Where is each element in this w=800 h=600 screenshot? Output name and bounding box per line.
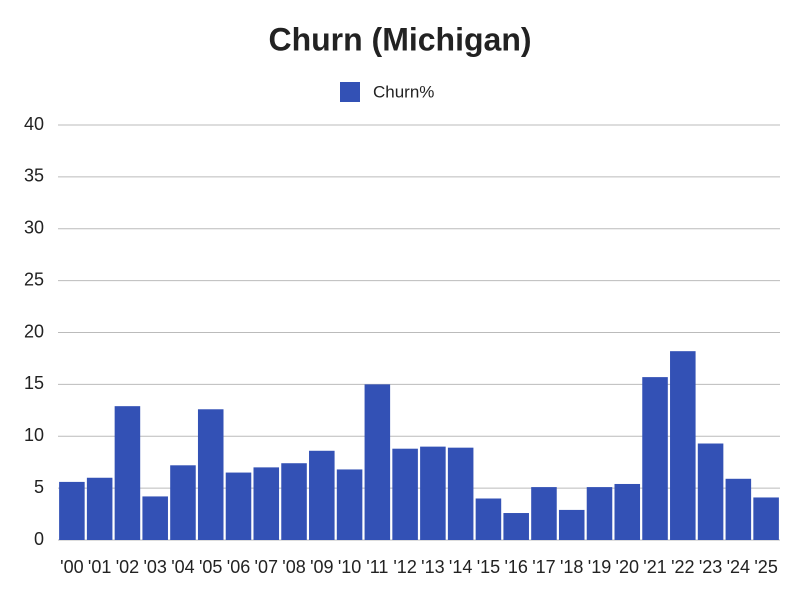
bar bbox=[114, 406, 141, 540]
y-tick-label: 25 bbox=[24, 269, 44, 289]
bar bbox=[392, 448, 418, 540]
x-tick-label: '20 bbox=[616, 557, 639, 577]
bar bbox=[420, 446, 446, 540]
x-tick-label: '24 bbox=[727, 557, 750, 577]
bar bbox=[281, 463, 307, 540]
bar bbox=[614, 483, 641, 540]
bar bbox=[170, 465, 196, 540]
bar bbox=[475, 498, 502, 540]
x-tick-label: '13 bbox=[421, 557, 444, 577]
x-tick-label: '25 bbox=[754, 557, 777, 577]
x-tick-label: '08 bbox=[282, 557, 305, 577]
x-tick-label: '06 bbox=[227, 557, 250, 577]
x-tick-label: '15 bbox=[477, 557, 500, 577]
y-tick-label: 10 bbox=[24, 425, 44, 445]
bar bbox=[753, 497, 779, 540]
bar bbox=[503, 513, 529, 540]
y-tick-label: 0 bbox=[34, 529, 44, 549]
bar bbox=[697, 443, 724, 540]
bar bbox=[586, 487, 613, 540]
bar bbox=[364, 384, 391, 540]
bar bbox=[670, 351, 696, 540]
bar bbox=[225, 472, 252, 540]
bar bbox=[642, 377, 668, 540]
x-tick-label: '16 bbox=[504, 557, 527, 577]
bar bbox=[309, 450, 335, 540]
legend-swatch bbox=[340, 82, 360, 102]
x-tick-label: '18 bbox=[560, 557, 583, 577]
y-tick-label: 30 bbox=[24, 218, 44, 238]
y-tick-label: 40 bbox=[24, 114, 44, 134]
x-tick-label: '09 bbox=[310, 557, 333, 577]
bar bbox=[253, 467, 280, 540]
y-tick-label: 5 bbox=[34, 477, 44, 497]
x-tick-label: '17 bbox=[532, 557, 555, 577]
bar bbox=[336, 469, 363, 540]
x-tick-label: '02 bbox=[116, 557, 139, 577]
bar bbox=[197, 409, 224, 540]
x-tick-label: '04 bbox=[171, 557, 194, 577]
y-tick-label: 20 bbox=[24, 321, 44, 341]
x-tick-label: '01 bbox=[88, 557, 111, 577]
bar bbox=[447, 447, 474, 540]
x-tick-label: '05 bbox=[199, 557, 222, 577]
x-tick-label: '21 bbox=[643, 557, 666, 577]
bar bbox=[725, 478, 752, 540]
x-tick-label: '12 bbox=[393, 557, 416, 577]
y-tick-label: 15 bbox=[24, 373, 44, 393]
bar bbox=[558, 509, 585, 540]
x-tick-label: '23 bbox=[699, 557, 722, 577]
bar bbox=[142, 496, 168, 540]
bar bbox=[531, 487, 557, 540]
x-tick-label: '11 bbox=[366, 557, 388, 577]
bar bbox=[59, 481, 85, 540]
legend-label: Churn% bbox=[373, 82, 434, 101]
x-tick-label: '00 bbox=[60, 557, 83, 577]
chart-title: Churn (Michigan) bbox=[268, 21, 531, 57]
x-tick-label: '07 bbox=[255, 557, 278, 577]
x-tick-label: '14 bbox=[449, 557, 472, 577]
x-tick-label: '03 bbox=[143, 557, 166, 577]
x-tick-label: '19 bbox=[588, 557, 611, 577]
x-tick-label: '22 bbox=[671, 557, 694, 577]
x-tick-label: '10 bbox=[338, 557, 361, 577]
bar bbox=[86, 477, 113, 540]
y-tick-label: 35 bbox=[24, 166, 44, 186]
